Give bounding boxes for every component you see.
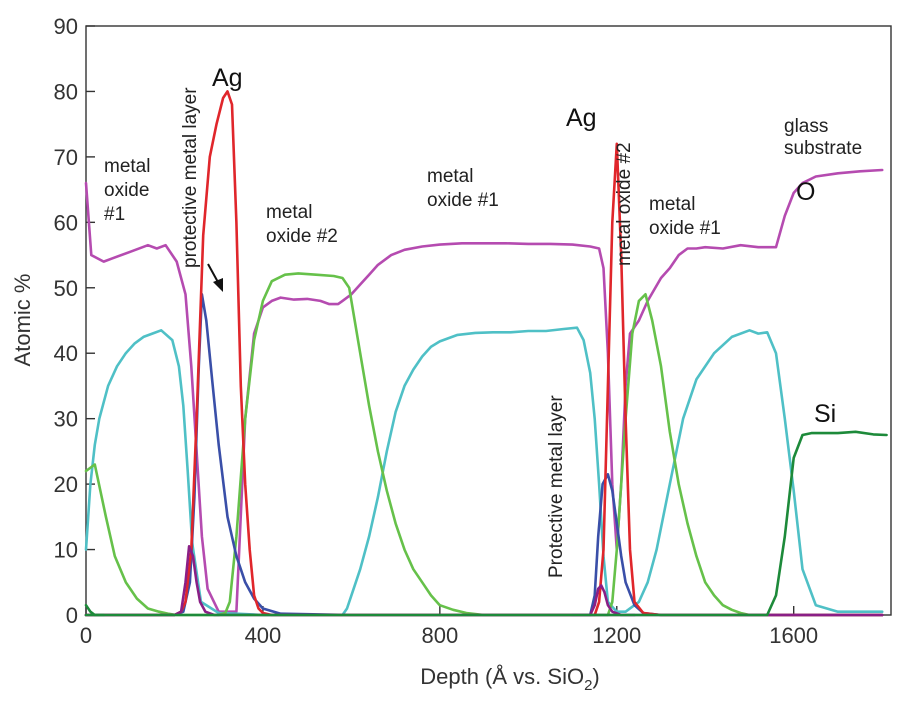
y-tick-label: 0	[66, 603, 78, 628]
y-axis-label: Atomic %	[10, 274, 35, 367]
y-tick-label: 50	[54, 276, 78, 301]
annotation-metal-oxide-2-left: metal oxide #2	[266, 202, 338, 247]
series-line-7	[84, 430, 888, 617]
x-tick-label: 0	[80, 623, 92, 648]
x-tick-label: 1600	[769, 623, 818, 648]
x-tick-label: 800	[421, 623, 458, 648]
y-tick-label: 40	[54, 341, 78, 366]
series-line-6	[571, 584, 636, 617]
annotation-ag-right: Ag	[566, 104, 597, 132]
x-tick-label: 1200	[592, 623, 641, 648]
annotation-protective-metal-layer-right: Protective metal layer	[546, 395, 567, 578]
x-tick-label: 400	[245, 623, 282, 648]
series-line-1	[84, 326, 884, 617]
y-tick-label: 90	[54, 14, 78, 39]
x-axis-label-end: )	[592, 664, 599, 689]
x-axis-label: Depth (Å vs. SiO2)	[420, 664, 600, 694]
annotation-metal-oxide-1-middle: metal oxide #1	[427, 166, 499, 211]
x-axis-label-subscript: 2	[584, 677, 592, 694]
annotation-metal-oxide-1-left: metal oxide #1	[104, 156, 156, 225]
series-label-o: O	[796, 178, 815, 206]
y-tick-label: 70	[54, 145, 78, 170]
series-line-0	[84, 168, 884, 613]
series-label-si: Si	[814, 400, 836, 428]
y-tick-label: 10	[54, 538, 78, 563]
annotation-ag-left: Ag	[212, 64, 243, 92]
series-line-4	[84, 90, 884, 617]
annotation-metal-oxide-2-right: metal oxide #2	[614, 142, 635, 266]
y-tick-label: 60	[54, 210, 78, 235]
protective-layer-arrow	[207, 263, 223, 292]
y-axis: 0 10 20 30 40 50 60 70 80 90	[54, 14, 95, 628]
y-tick-label: 80	[54, 79, 78, 104]
x-axis: 0 400 800 1200 1600	[80, 606, 818, 648]
series-lines	[84, 90, 888, 617]
series-line-8	[84, 603, 105, 617]
annotation-metal-oxide-1-right: metal oxide #1	[649, 194, 721, 239]
annotation-protective-metal-layer-left: protective metal layer	[180, 87, 201, 268]
x-axis-label-main: Depth (Å vs. SiO	[420, 664, 584, 689]
annotation-glass-substrate: glass substrate	[784, 116, 862, 159]
y-tick-label: 30	[54, 407, 78, 432]
y-tick-label: 20	[54, 472, 78, 497]
